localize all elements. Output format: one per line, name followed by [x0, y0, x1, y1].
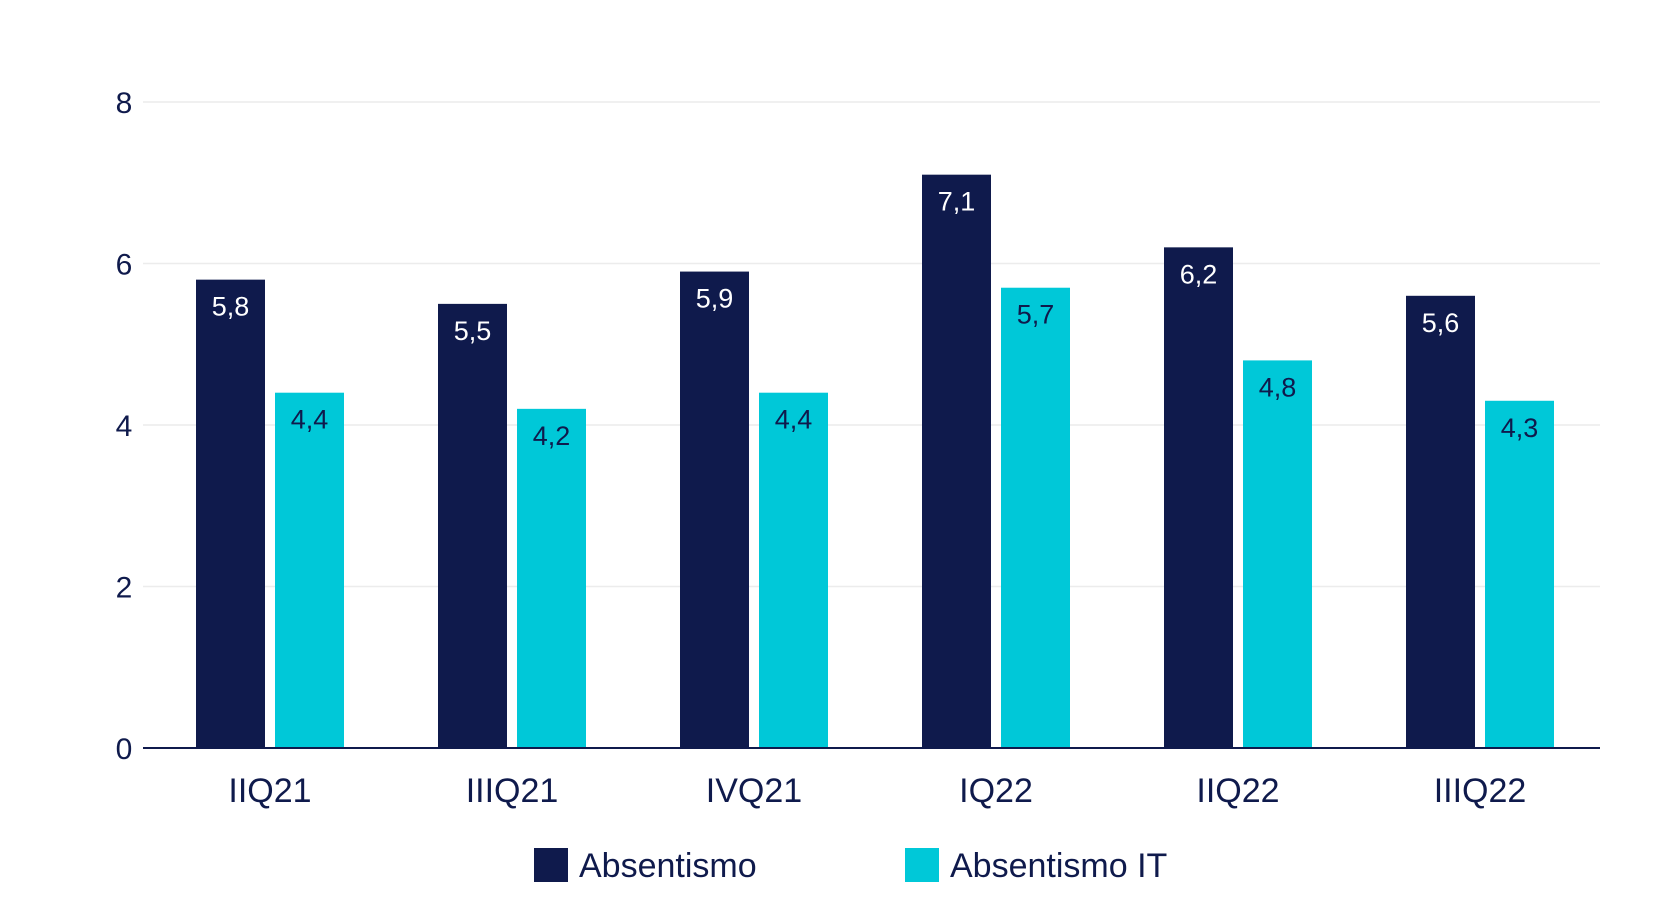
data-label: 7,1	[938, 187, 976, 217]
x-tick-label: IQ22	[959, 772, 1033, 810]
data-label: 5,6	[1422, 308, 1460, 338]
y-tick-label: 6	[116, 249, 133, 282]
bar-absentismo-it-iiiq21	[517, 408, 586, 748]
data-label: 6,2	[1180, 259, 1218, 289]
gridlines	[143, 101, 1600, 588]
bar-absentismo-it-ivq21	[759, 392, 828, 748]
data-label: 4,3	[1501, 413, 1539, 443]
y-tick-label: 4	[116, 410, 133, 443]
data-label: 5,7	[1017, 300, 1055, 330]
bar-absentismo-iiiq22	[1406, 295, 1475, 748]
bar-absentismo-ivq21	[680, 271, 749, 748]
bars	[196, 174, 1554, 749]
y-tick-label: 2	[116, 572, 133, 605]
bar-absentismo-it-iiq22	[1243, 360, 1312, 748]
bar-absentismo-iiq22	[1164, 247, 1233, 748]
data-label: 5,5	[454, 316, 492, 346]
data-label: 5,9	[696, 284, 734, 314]
x-axis-categories: IIQ21 IIIQ21 IVQ21 IQ22 IIQ22 IIIQ22	[228, 772, 1526, 810]
legend-label-absentismo: Absentismo	[579, 847, 757, 885]
y-tick-label: 8	[116, 87, 133, 120]
x-tick-label: IIIQ21	[466, 772, 559, 810]
bar-absentismo-it-iiiq22	[1485, 400, 1554, 748]
x-tick-label: IIQ21	[228, 772, 311, 810]
bar-absentismo-iiq21	[196, 279, 265, 748]
x-tick-label: IVQ21	[706, 772, 802, 810]
x-tick-label: IIQ22	[1196, 772, 1279, 810]
bar-absentismo-it-iq22	[1001, 287, 1070, 748]
data-label: 5,8	[212, 292, 250, 322]
y-tick-label: 0	[116, 733, 133, 766]
x-tick-label: IIIQ22	[1434, 772, 1527, 810]
data-label: 4,4	[291, 405, 329, 435]
legend-label-absentismo-it: Absentismo IT	[950, 847, 1167, 885]
legend-swatch-absentismo-it	[905, 848, 939, 882]
bar-absentismo-it-iiq21	[275, 392, 344, 748]
legend: Absentismo Absentismo IT	[534, 847, 1167, 885]
legend-swatch-absentismo	[534, 848, 568, 882]
data-labels: 5,8 5,5 5,9 7,1 6,2 5,6 4,4 4,2 4,4 5,7 4,8 4,3	[212, 187, 1539, 451]
bar-absentismo-iiiq21	[438, 303, 507, 748]
data-label: 4,4	[775, 405, 813, 435]
data-label: 4,2	[533, 421, 571, 451]
y-axis-ticks: 0 2 4 6 8	[116, 87, 133, 766]
data-label: 4,8	[1259, 372, 1297, 402]
bar-absentismo-iq22	[922, 174, 991, 749]
